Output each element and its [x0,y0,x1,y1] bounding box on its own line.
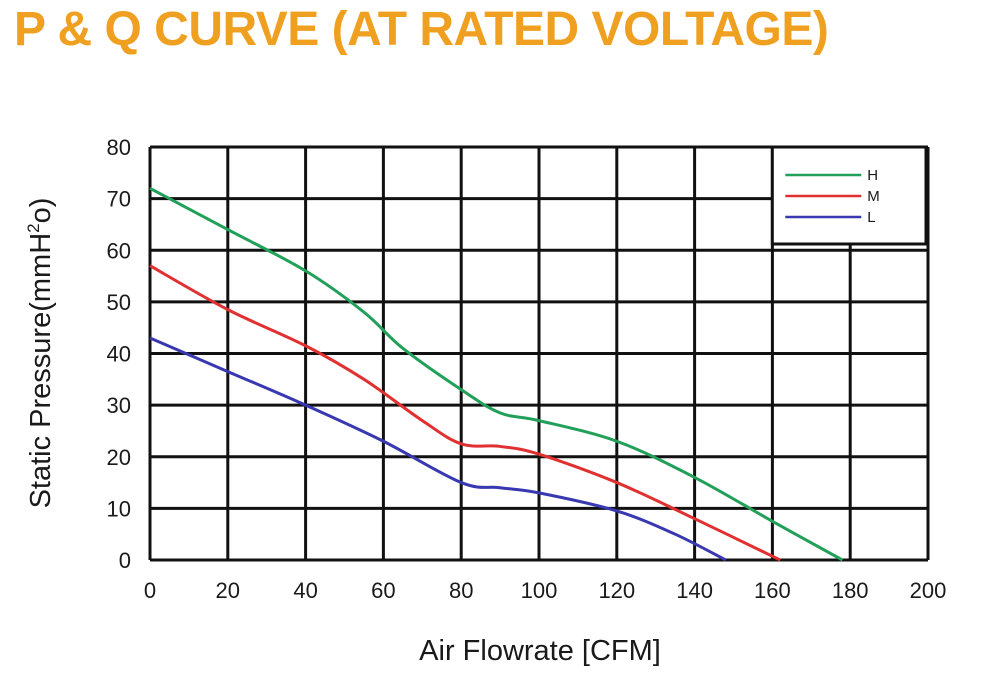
legend-label-H: H [867,167,878,184]
x-axis-label: Air Flowrate [CFM] [419,635,661,667]
series-line-M [149,264,781,562]
y-tick-label: 70 [107,187,131,212]
legend-label-M: M [867,188,880,205]
series-lines [149,186,844,562]
y-tick-label: 40 [107,342,131,367]
x-tick-label: 0 [144,578,156,603]
legend-label-L: L [867,209,875,226]
x-tick-label: 140 [676,578,713,603]
series-line-L [149,336,727,562]
y-tick-label: 80 [107,135,131,160]
x-tick-labels: 0 20 40 60 80 100 120 140 160 180 200 [144,578,946,603]
x-tick-label: 200 [910,578,947,603]
chart-title: P & Q CURVE (AT RATED VOLTAGE) [14,3,829,56]
x-tick-label: 20 [216,578,240,603]
x-tick-label: 180 [832,578,869,603]
y-tick-label: 60 [107,238,131,263]
x-tick-label: 40 [293,578,317,603]
series-line-H [149,186,844,562]
x-tick-label: 60 [371,578,395,603]
y-tick-label: 30 [107,393,131,418]
x-tick-label: 100 [521,578,558,603]
y-tick-label: 50 [107,290,131,315]
x-tick-label: 80 [449,578,473,603]
legend: HML [770,145,928,246]
y-tick-label: 0 [119,548,131,573]
y-axis-label: Static Pressure(mmH2o) [24,198,57,509]
x-tick-label: 160 [754,578,791,603]
y-tick-labels: 0 10 20 30 40 50 60 70 80 [107,135,131,573]
y-tick-label: 10 [107,496,131,521]
y-tick-label: 20 [107,445,131,470]
x-tick-label: 120 [598,578,635,603]
